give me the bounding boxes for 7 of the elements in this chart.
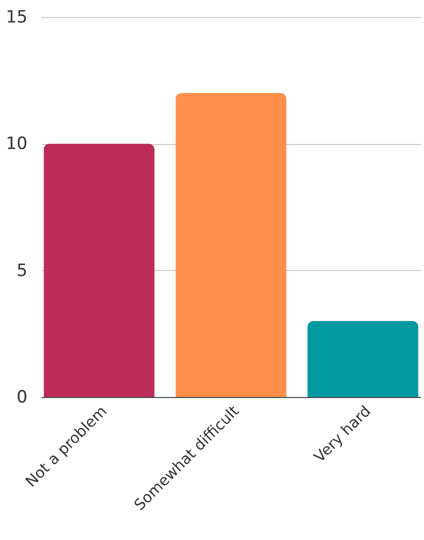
- bar: [308, 321, 418, 397]
- y-tick-label: 10: [6, 134, 28, 154]
- y-tick-label: 15: [6, 8, 28, 28]
- y-tick-label: 0: [16, 388, 28, 408]
- bar: [176, 93, 286, 397]
- y-tick-label: 5: [16, 260, 28, 281]
- bar: [44, 144, 154, 397]
